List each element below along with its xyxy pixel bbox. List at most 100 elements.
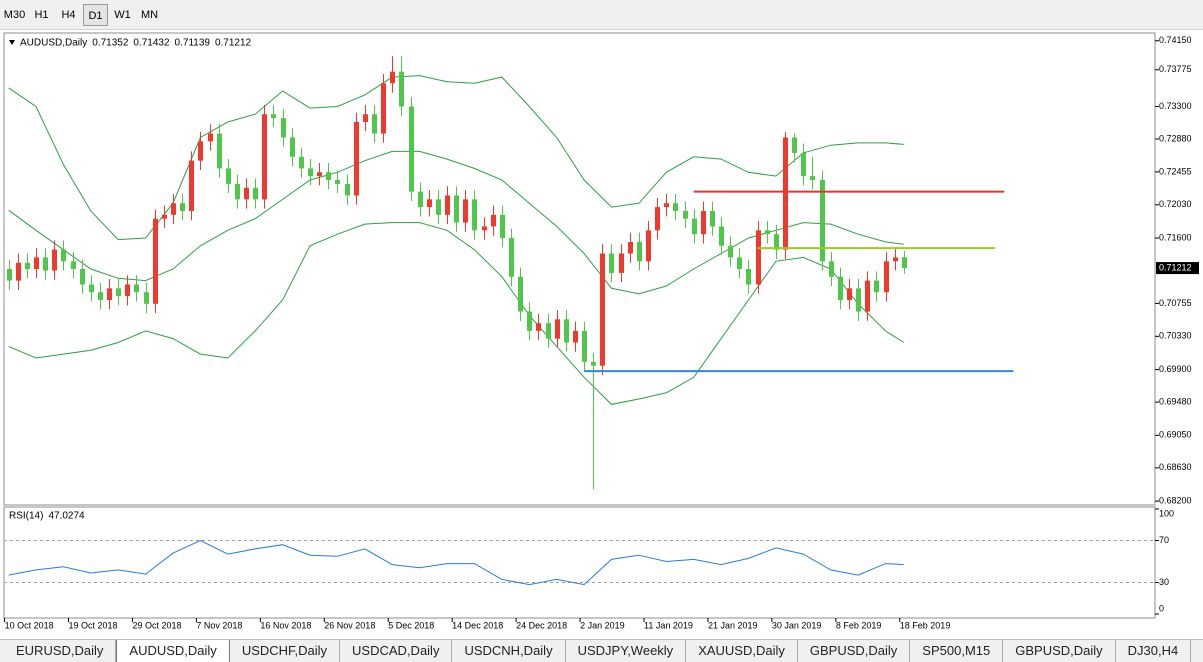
symbol-title: AUDUSD,Daily	[20, 38, 87, 49]
candle-body	[518, 276, 523, 312]
candle-body	[884, 261, 889, 293]
main-panel	[3, 32, 1156, 506]
candle-body	[372, 114, 377, 134]
band-middle	[8, 150, 904, 295]
chart-tab[interactable]: SP500,M15	[910, 640, 1004, 662]
chart-tab[interactable]: XAUUSD,Daily	[686, 640, 798, 662]
rsi-panel	[3, 506, 1156, 619]
y-tick-label: 0.68200	[1159, 496, 1192, 506]
rsi-tick-label: 0	[1159, 603, 1164, 613]
chart-tab[interactable]: GBPUSD,Daily	[798, 640, 911, 662]
candle-body	[536, 323, 541, 331]
chart-tab[interactable]: USDCNH,Daily	[452, 640, 566, 662]
rsi-header: RSI(14) 47.0274	[9, 511, 85, 522]
candle-body	[765, 230, 770, 235]
candle-body	[509, 238, 514, 277]
x-tick-label: 11 Jan 2019	[644, 620, 693, 630]
candle-body	[728, 245, 733, 258]
candle-body	[555, 319, 560, 339]
x-tick-label: 2 Jan 2019	[580, 620, 625, 630]
candle-body	[52, 249, 57, 271]
candle-body	[153, 218, 158, 304]
candle-body	[655, 207, 660, 231]
candle-body	[80, 269, 85, 285]
chart-tab[interactable]: AUDUSD,Daily	[116, 640, 230, 662]
chart-tab[interactable]: EURUSD,Daily	[4, 640, 117, 662]
candle-body	[482, 226, 487, 231]
close-value: 0.71212	[215, 38, 252, 49]
current-price-box	[1156, 262, 1199, 275]
candle-body	[326, 172, 331, 181]
candle-body	[189, 160, 194, 211]
candle-body	[262, 114, 267, 200]
candle-body	[500, 214, 505, 239]
candle-body	[217, 133, 222, 169]
current-price-label: 0.71212	[1159, 262, 1192, 272]
rsi-title: RSI(14)	[9, 511, 43, 522]
x-tick-label: 26 Nov 2018	[324, 620, 375, 630]
y-tick-label: 0.69480	[1159, 396, 1192, 406]
chart-tab[interactable]: TECH100	[1191, 640, 1203, 662]
candle-body	[116, 288, 121, 297]
chart-tab[interactable]: GBPUSD,Daily	[1003, 640, 1116, 662]
low-value: 0.71139	[175, 38, 211, 49]
rsi-tick-label: 30	[1159, 577, 1169, 587]
x-tick-label: 16 Nov 2018	[260, 620, 311, 630]
timeframe-button[interactable]: H4	[61, 8, 76, 21]
rsi-tick-label: 100	[1159, 508, 1174, 518]
chart-tab[interactable]: USDCAD,Daily	[340, 640, 453, 662]
candle-body	[820, 180, 825, 262]
candle-body	[235, 183, 240, 200]
candle-body	[281, 118, 286, 138]
candle-body	[345, 183, 350, 196]
candle-body	[801, 152, 806, 177]
candle-body	[363, 114, 368, 122]
candle-body	[637, 241, 642, 262]
chart-tab[interactable]: USDCHF,Daily	[230, 640, 341, 662]
candle-body	[335, 180, 340, 184]
timeframe-toolbar: M30 H1 H4 D1 W1 MN	[0, 0, 1203, 30]
candle-body	[874, 280, 879, 293]
candle-body	[756, 230, 761, 285]
x-tick-label: 5 Dec 2018	[388, 620, 434, 630]
candle-body	[746, 269, 751, 285]
candle-body	[564, 319, 569, 343]
candle-body	[609, 253, 614, 273]
x-tick-label: 24 Dec 2018	[516, 620, 567, 630]
candle-body	[390, 71, 395, 84]
y-tick-label: 0.71600	[1159, 232, 1192, 242]
timeframe-button[interactable]: H1	[34, 8, 49, 21]
candle-body	[125, 284, 130, 297]
timeframe-button[interactable]: W1	[114, 8, 131, 21]
candle-body	[582, 330, 587, 362]
y-tick-label: 0.69050	[1159, 430, 1192, 440]
candle-body	[683, 210, 688, 219]
candle-body	[43, 257, 48, 271]
candle-body	[134, 284, 139, 293]
chart-tab[interactable]: USDJPY,Weekly	[566, 640, 687, 662]
collapse-arrow[interactable]	[9, 40, 15, 45]
candle-body	[902, 257, 907, 269]
rsi-tick-label: 70	[1159, 535, 1169, 545]
candle-body	[381, 83, 386, 134]
x-tick-label: 21 Jan 2019	[708, 620, 758, 630]
candle-body	[491, 214, 496, 227]
candles	[7, 56, 907, 490]
candle-body	[893, 257, 898, 262]
chart-tab[interactable]: DJ30,H4	[1116, 640, 1192, 662]
timeframe-button[interactable]: D1	[83, 3, 108, 26]
candle-body	[710, 210, 715, 227]
x-tick-label: 8 Feb 2019	[836, 620, 882, 630]
timeframe-button[interactable]: MN	[140, 8, 159, 21]
candle-body	[226, 168, 231, 184]
rsi-value: 47.0274	[48, 511, 85, 522]
y-tick-label: 0.72030	[1159, 199, 1192, 209]
timeframe-button[interactable]: M30	[3, 8, 26, 21]
candle-body	[290, 137, 295, 157]
candle-body	[418, 191, 423, 208]
candle-body	[61, 249, 66, 262]
candle-body	[308, 168, 313, 177]
candle-body	[856, 288, 861, 312]
candle-body	[16, 262, 21, 281]
candle-body	[454, 195, 459, 223]
